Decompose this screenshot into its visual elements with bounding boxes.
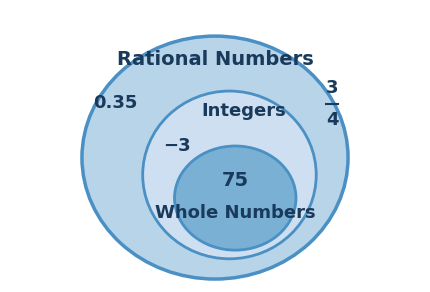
Text: 75: 75 [222,171,249,190]
Text: Whole Numbers: Whole Numbers [155,204,316,222]
Ellipse shape [82,36,348,279]
Text: Rational Numbers: Rational Numbers [117,50,313,69]
Text: Integers: Integers [202,102,286,120]
Ellipse shape [143,91,316,259]
Text: 4: 4 [326,111,338,129]
Ellipse shape [175,146,296,250]
Text: 0.35: 0.35 [94,94,138,112]
Text: 3: 3 [326,79,338,97]
Text: −3: −3 [163,137,191,155]
